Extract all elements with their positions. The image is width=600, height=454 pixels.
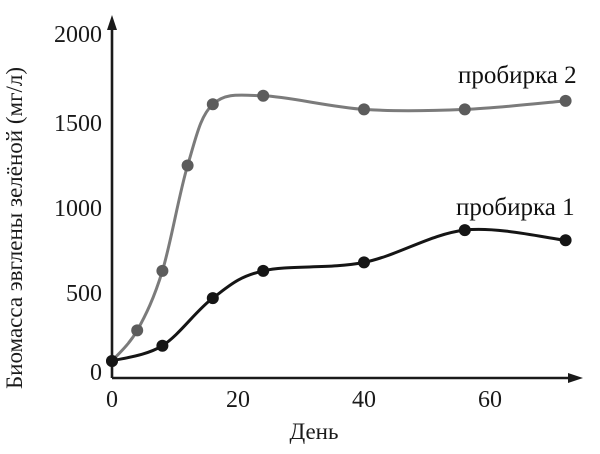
series-2-line [110,93,568,363]
series-2-point [131,324,144,337]
series-1-line [110,227,568,363]
x-axis-arrow-icon [568,373,583,383]
series-1-point [156,339,169,352]
series-1-point [358,256,370,269]
x-tick-label: 20 [226,387,250,413]
series-2-point [156,264,169,277]
y-axis-arrow-icon [107,15,117,30]
series-2-point [206,98,219,111]
series-1-inline-label: пробирка 1 [456,194,575,221]
x-tick-label: 40 [352,387,376,413]
series-1-point [257,264,270,277]
series-1-point [559,234,572,247]
x-tick-label: 0 [106,387,118,413]
series-1-point [458,224,471,237]
axes [107,15,583,383]
series-2-point [559,94,572,107]
y-tick-label: 0 [90,360,102,386]
tick-labels: 0 500 1000 1500 2000 0 20 40 60 [54,22,502,413]
series-2-point [458,103,471,116]
y-axis-title: Биомасса эвглены зелёной (мг/л) [2,67,27,389]
series-2-point [257,89,270,102]
x-tick-label: 60 [478,387,502,413]
series-2-inline-label: пробирка 2 [458,62,577,89]
data-series [106,89,572,367]
y-tick-label: 2000 [54,22,102,48]
y-tick-label: 1000 [54,196,102,222]
series-2-point [358,103,370,116]
y-tick-label: 1500 [54,111,102,137]
series-2-point [181,159,194,172]
series-1-point [106,355,118,367]
series-1-point [206,292,219,305]
y-tick-label: 500 [66,281,102,307]
x-axis-title: День [290,419,339,444]
